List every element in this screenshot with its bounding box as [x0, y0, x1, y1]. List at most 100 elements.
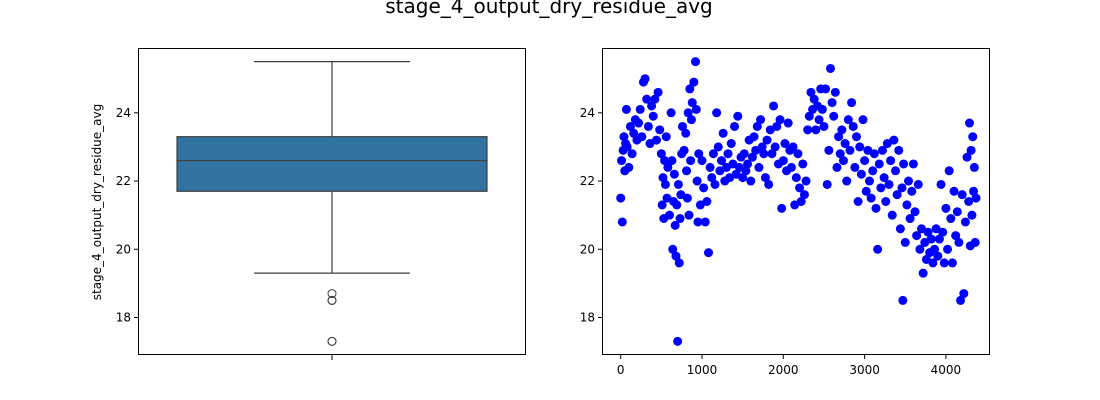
scatter-point: [850, 162, 860, 172]
box-outlier: [327, 336, 337, 346]
box-y-tick-label: 18: [116, 310, 131, 324]
scatter-point: [627, 149, 637, 159]
scatter-point: [969, 186, 979, 196]
scatter-point: [682, 166, 692, 176]
scatter-point: [905, 214, 915, 224]
scatter-point: [912, 231, 922, 241]
scatter-point: [793, 149, 803, 159]
scatter-point: [677, 121, 687, 131]
scatter-point: [840, 139, 850, 149]
scatter-point: [643, 121, 653, 131]
scatter-point: [956, 295, 966, 305]
scatter-point: [658, 173, 668, 183]
scatter-point: [702, 197, 712, 206]
scatter-point: [829, 111, 839, 121]
scatter-point: [926, 234, 936, 244]
scatter-point: [718, 128, 728, 138]
scatter-point: [908, 159, 918, 169]
scatter-point: [693, 217, 703, 227]
scatter-point: [746, 176, 756, 186]
scatter-point: [864, 176, 874, 186]
scatter-point: [640, 74, 650, 84]
scatter-point: [738, 173, 748, 183]
scatter-point: [791, 173, 801, 183]
scatter-point: [966, 145, 976, 155]
scatter-y-tick-label: 22: [580, 174, 595, 188]
scatter-point: [869, 149, 879, 159]
scatter-point: [759, 149, 769, 159]
scatter-point: [660, 156, 670, 166]
scatter-point: [918, 268, 928, 278]
scatter-point: [786, 162, 796, 172]
scatter-x-tick-label: 0: [617, 363, 625, 377]
scatter-point: [747, 152, 757, 162]
scatter-point: [861, 186, 871, 196]
scatter-point: [856, 169, 866, 179]
scatter-point: [710, 179, 720, 189]
scatter-point: [964, 118, 974, 128]
scatter-point: [697, 156, 707, 166]
scatter-point: [907, 186, 917, 196]
scatter-point: [904, 176, 914, 186]
scatter-point: [717, 156, 727, 166]
scatter-point: [675, 214, 685, 224]
scatter-point: [699, 183, 709, 193]
scatter-point: [691, 104, 701, 114]
scatter-point: [952, 207, 962, 217]
scatter-point: [827, 98, 837, 108]
scatter-point: [886, 156, 896, 166]
scatter-point: [692, 176, 702, 186]
scatter-point: [801, 176, 811, 186]
scatter-point: [938, 227, 948, 237]
scatter-point: [673, 336, 683, 346]
scatter-point: [902, 200, 912, 210]
scatter-point: [891, 166, 901, 176]
scatter-point: [770, 142, 780, 152]
box-y-tick-label: 20: [116, 242, 131, 256]
scatter-point: [648, 111, 658, 121]
scatter-point: [897, 183, 907, 193]
scatter-point: [895, 224, 905, 234]
box-outlier: [327, 289, 337, 299]
scatter-point: [969, 162, 979, 172]
scatter-y-tick-label: 18: [580, 310, 595, 324]
scatter-x-tick-label: 2000: [768, 363, 799, 377]
scatter-point: [936, 179, 946, 189]
scatter-point: [663, 162, 673, 172]
scatter-point: [866, 193, 876, 203]
scatter-point: [892, 190, 902, 200]
scatter-point: [629, 128, 639, 138]
scatter-point: [946, 214, 956, 224]
scatter-point: [877, 145, 887, 155]
scatter-point: [941, 203, 951, 213]
scatter-point: [664, 210, 674, 220]
box-y-tick-label: 24: [116, 106, 131, 120]
scatter-y-tick-label: 24: [580, 106, 595, 120]
scatter-point: [868, 166, 878, 176]
scatter-point: [756, 115, 766, 125]
scatter-point: [762, 135, 772, 145]
scatter-point: [874, 159, 884, 169]
scatter-point: [617, 217, 627, 227]
figure-title: stage_4_output_dry_residue_avg: [385, 0, 713, 18]
scatter-point: [796, 197, 806, 206]
scatter-point: [656, 149, 666, 159]
scatter-point: [964, 197, 974, 206]
box-y-tick-label: 22: [116, 174, 131, 188]
scatter-point: [668, 244, 678, 254]
scatter-points: [616, 57, 981, 346]
scatter-point: [821, 84, 831, 94]
scatter-point: [944, 166, 954, 176]
scatter-point: [704, 248, 714, 258]
scatter-point: [855, 142, 865, 152]
scatter-point: [713, 142, 723, 152]
scatter-point: [887, 210, 897, 220]
scatter-point: [679, 145, 689, 155]
scatter-point: [772, 121, 782, 131]
scatter-point: [847, 98, 857, 108]
scatter-point: [689, 77, 699, 87]
scatter-point: [889, 135, 899, 145]
scatter-point: [619, 132, 629, 142]
scatter-point: [647, 101, 657, 111]
